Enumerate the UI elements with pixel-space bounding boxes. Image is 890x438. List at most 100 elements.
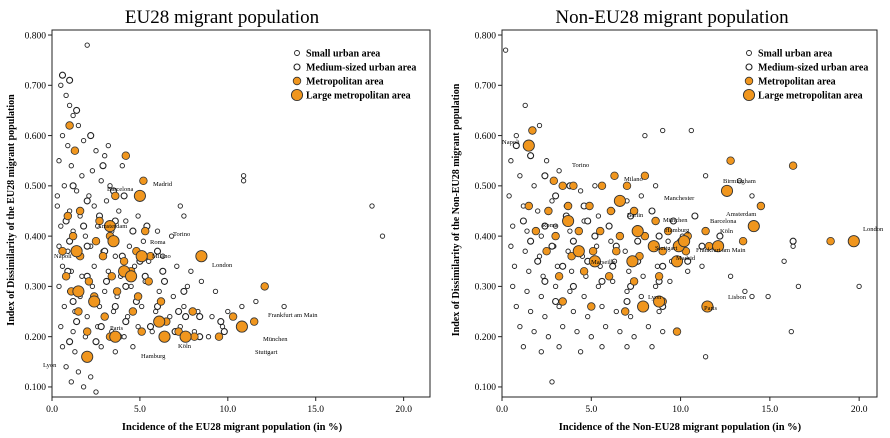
data-point-metro (663, 226, 673, 236)
plot-frame (51, 29, 431, 398)
legend-label-metro: Metropolitan area (758, 77, 836, 88)
data-point-medium (111, 302, 119, 311)
data-point-small (649, 344, 655, 350)
data-point-metro (128, 307, 138, 316)
data-point-metro (188, 307, 197, 316)
data-point-small (80, 384, 87, 390)
data-point-small (91, 263, 97, 269)
data-point-small (93, 148, 99, 154)
city-label: Paris (704, 305, 717, 312)
data-point-small (89, 283, 96, 290)
x-axis-label: Incidence of the Non-EU28 migrant popula… (559, 422, 802, 433)
data-point-small (156, 288, 162, 295)
data-point-small (665, 238, 671, 244)
chart-title: EU28 migrant population (125, 7, 320, 28)
city-label: Marseille (591, 259, 616, 266)
data-point-metro (228, 312, 238, 321)
data-point-small (599, 303, 605, 310)
legend-marker-metro (744, 76, 754, 86)
legend-label-small: Small urban area (758, 49, 832, 60)
data-point-medium (527, 237, 535, 245)
data-point-large (522, 139, 535, 152)
marks-layer (54, 42, 386, 395)
data-point-small (685, 268, 691, 274)
chart-title: Non-EU28 migrant population (555, 7, 789, 28)
legend-marker-medium (745, 63, 753, 71)
data-point-metro (140, 226, 150, 236)
data-point-small (130, 344, 136, 350)
y-tick-label: 0.600 (475, 132, 497, 142)
data-point-medium (552, 192, 560, 200)
data-point-large (135, 250, 148, 263)
y-tick-label: 0.100 (25, 383, 47, 393)
data-point-metro (74, 307, 83, 316)
x-tick-label: 15.0 (307, 405, 324, 415)
data-point-metro (551, 231, 560, 241)
data-point-small (513, 132, 519, 139)
x-tick-label: 5.0 (585, 405, 597, 415)
data-point-metro (629, 206, 639, 216)
data-point-medium (584, 217, 592, 225)
x-tick-label: 0.0 (46, 405, 58, 415)
data-point-small (123, 218, 129, 224)
data-point-metro (100, 312, 109, 321)
data-point-small (54, 193, 60, 199)
data-point-medium (175, 307, 183, 316)
legend: Small urban area Medium-sized urban area M… (742, 49, 868, 102)
data-point-medium (69, 297, 77, 306)
data-point-small (667, 278, 673, 285)
x-tick-label: 0.0 (496, 405, 508, 415)
data-point-small (79, 173, 85, 179)
data-point-small (68, 379, 74, 385)
plot-frame (501, 29, 878, 398)
data-point-small (58, 82, 64, 88)
data-point-medium (99, 162, 107, 170)
data-point-small (638, 193, 644, 199)
data-point-large (70, 245, 83, 258)
city-label: Hamburg (665, 227, 690, 234)
data-point-large (103, 220, 117, 233)
data-point-metro (68, 231, 78, 241)
data-point-metro (620, 307, 630, 316)
city-label: Frankfurt am Main (268, 312, 318, 319)
data-point-medium (541, 277, 549, 285)
data-point-small (98, 344, 104, 350)
data-point-metro (528, 126, 537, 135)
data-point-small (121, 334, 127, 340)
data-point-small (105, 142, 111, 149)
data-point-small (788, 328, 794, 335)
data-point-metro (84, 277, 94, 286)
data-point-small (524, 288, 530, 295)
data-point-metro (524, 201, 533, 211)
y-tick-label: 0.800 (25, 31, 47, 41)
data-point-small (517, 323, 523, 330)
legend-marker-large (290, 88, 304, 102)
axes-layer: 0.0 5.0 10.0 15.0 20.0 0.100 0.200 0.300 0.400 0.… (25, 29, 431, 415)
data-point-small (66, 102, 73, 109)
data-point-small (749, 293, 755, 300)
y-tick-label: 0.300 (475, 283, 497, 293)
data-point-metro (612, 246, 621, 256)
labels-layer: Madrid Barcelona Amsterdam Torino Roma Napoli… (43, 181, 318, 369)
data-point-small (58, 223, 64, 229)
data-point-small (510, 283, 516, 290)
city-label: Stuttgart (255, 349, 278, 356)
x-tick-label: 20.0 (851, 405, 868, 415)
data-point-medium (102, 277, 111, 285)
data-point-small (543, 158, 550, 164)
city-label: London (863, 226, 884, 233)
data-point-medium (66, 338, 74, 346)
city-label: Frankfurt am Main (696, 247, 746, 254)
x-tick-label: 20.0 (395, 405, 412, 415)
data-point-large (107, 235, 120, 248)
city-label: München (263, 336, 288, 343)
data-point-small (139, 303, 145, 310)
data-point-medium (591, 232, 599, 240)
legend-marker-medium (293, 63, 301, 71)
city-label: Köln (720, 228, 734, 235)
data-point-small (599, 344, 605, 350)
data-point-small (520, 344, 527, 350)
data-point-large (647, 240, 660, 253)
data-point-large (235, 320, 248, 333)
data-point-small (102, 153, 108, 159)
